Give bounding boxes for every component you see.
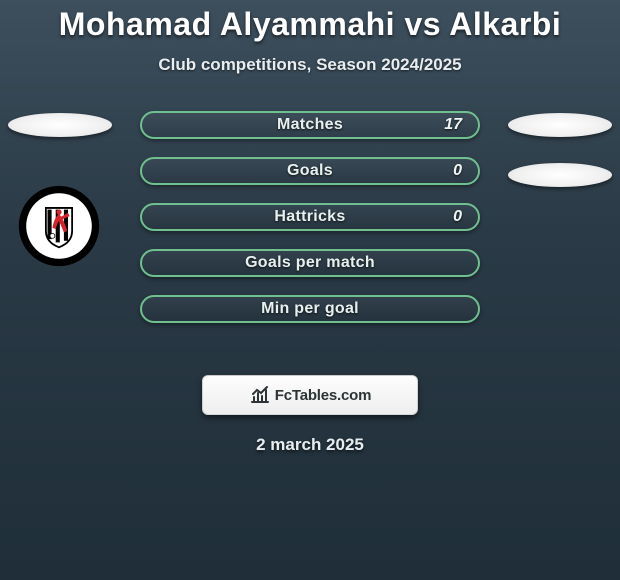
player1-club-badge: AL-JAZIRA CLUB ABU DHABI - UAE: [18, 185, 100, 267]
stats-column: Matches 17 Goals 0 Hattricks 0 Goals per match…: [140, 111, 480, 323]
stat-value: 0: [453, 162, 462, 180]
brand-text: FcTables.com: [275, 387, 372, 404]
stat-pill: Matches 17: [140, 111, 480, 139]
stat-pill: Goals 0: [140, 157, 480, 185]
chart-icon: [249, 385, 271, 405]
stat-pill: Min per goal: [140, 295, 480, 323]
stat-label: Goals: [287, 162, 333, 180]
player2-photo-placeholder: [508, 113, 612, 137]
date: 2 march 2025: [0, 435, 620, 455]
stat-label: Hattricks: [274, 208, 345, 226]
page-title: Mohamad Alyammahi vs Alkarbi: [0, 6, 620, 43]
player1-photo-placeholder: [8, 113, 112, 137]
content-area: AL-JAZIRA CLUB ABU DHABI - UAE: [0, 101, 620, 361]
stat-label: Goals per match: [245, 254, 375, 272]
stat-value: 0: [453, 208, 462, 226]
stat-pill: Hattricks 0: [140, 203, 480, 231]
comparison-infographic: Mohamad Alyammahi vs Alkarbi Club compet…: [0, 0, 620, 580]
stat-pill: Goals per match: [140, 249, 480, 277]
stat-label: Matches: [277, 116, 343, 134]
stat-value: 17: [444, 116, 462, 134]
stat-label: Min per goal: [261, 300, 359, 318]
player2-club-placeholder: [508, 163, 612, 187]
club-badge-icon: AL-JAZIRA CLUB ABU DHABI - UAE: [18, 185, 100, 267]
subtitle: Club competitions, Season 2024/2025: [0, 55, 620, 75]
brand-plaque: FcTables.com: [202, 375, 418, 415]
